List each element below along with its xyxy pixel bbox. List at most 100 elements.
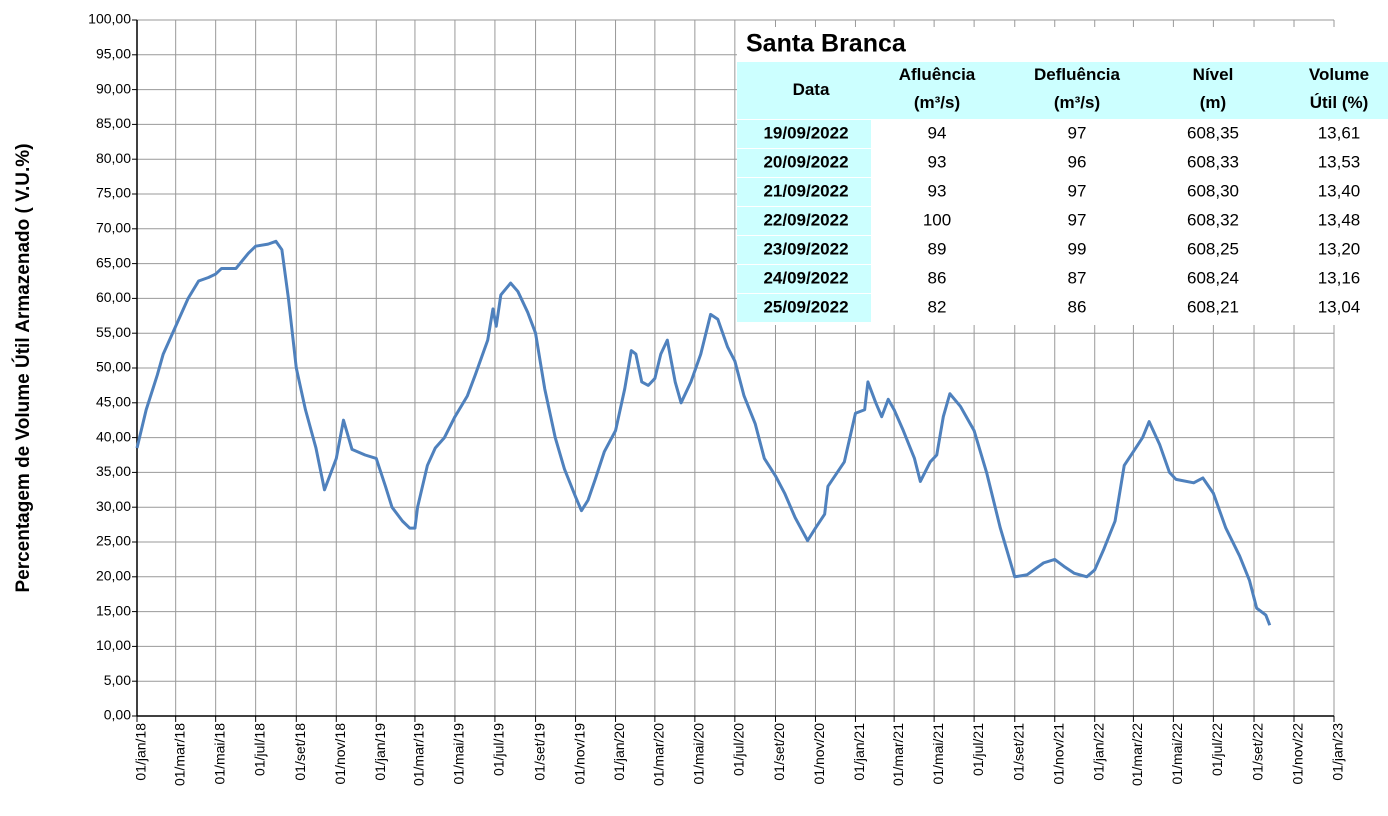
table-cell: 608,30 xyxy=(1187,181,1239,200)
x-tick-label: 01/mai/22 xyxy=(1169,723,1185,785)
x-tick-label: 01/set/20 xyxy=(771,723,787,781)
table-cell: 13,48 xyxy=(1318,210,1361,229)
x-tick-label: 01/set/19 xyxy=(531,723,547,781)
table-cell: 82 xyxy=(928,297,947,316)
table-cell: 13,53 xyxy=(1318,152,1361,171)
y-tick-label: 65,00 xyxy=(96,254,131,270)
table-cell: 94 xyxy=(928,123,947,142)
table-cell: 99 xyxy=(1068,239,1087,258)
y-tick-label: 95,00 xyxy=(96,46,131,62)
y-tick-label: 60,00 xyxy=(96,289,131,305)
x-tick-label: 01/mai/21 xyxy=(930,723,946,785)
x-tick-label: 01/jul/20 xyxy=(731,723,747,776)
table-cell: 97 xyxy=(1068,123,1087,142)
table-cell: 93 xyxy=(928,152,947,171)
x-tick-label: 01/jul/22 xyxy=(1209,723,1225,776)
y-tick-label: 25,00 xyxy=(96,533,131,549)
y-tick-label: 90,00 xyxy=(96,80,131,96)
y-tick-label: 80,00 xyxy=(96,150,131,166)
x-tick-label: 01/jul/21 xyxy=(970,723,986,776)
data-table: Santa Branca Data Afluência (m³/s) Defluênci… xyxy=(737,27,1388,325)
x-tick-label: 01/nov/20 xyxy=(811,723,827,785)
table-header: Nível (m) xyxy=(1193,65,1234,112)
x-tick-label: 01/jan/20 xyxy=(611,723,627,781)
x-tick-label: 01/nov/18 xyxy=(332,723,348,785)
table-date-bg xyxy=(737,149,871,177)
table-cell: 13,20 xyxy=(1318,239,1361,258)
x-tick-label: 01/mar/19 xyxy=(411,723,427,786)
table-cell: 13,61 xyxy=(1318,123,1361,142)
x-tick-label: 01/set/18 xyxy=(292,723,308,781)
y-tick-label: 45,00 xyxy=(96,394,131,410)
table-header: Volume Útil (%) xyxy=(1309,65,1369,112)
y-tick-label: 5,00 xyxy=(104,672,131,688)
table-header: Defluência (m³/s) xyxy=(1034,65,1121,112)
table-cell: 100 xyxy=(923,210,951,229)
table-cell: 25/09/2022 xyxy=(763,297,848,316)
table-header: Data xyxy=(793,80,830,99)
table-cell: 608,35 xyxy=(1187,123,1239,142)
x-tick-label: 01/set/21 xyxy=(1010,723,1026,781)
x-tick-label: 01/jan/19 xyxy=(372,723,388,781)
x-tick-label: 01/mar/20 xyxy=(651,723,667,786)
table-cell: 608,25 xyxy=(1187,239,1239,258)
x-tick-label: 01/mai/20 xyxy=(691,723,707,785)
table-cell: 24/09/2022 xyxy=(763,268,848,287)
x-tick-label: 01/nov/22 xyxy=(1290,723,1306,785)
y-tick-label: 20,00 xyxy=(96,568,131,584)
table-cell: 96 xyxy=(1068,152,1087,171)
table-date-bg xyxy=(737,294,871,322)
table-header: Afluência (m³/s) xyxy=(899,65,976,112)
table-title: Santa Branca xyxy=(746,30,907,58)
table-cell: 89 xyxy=(928,239,947,258)
x-tick-label: 01/nov/19 xyxy=(571,723,587,785)
table-date-bg xyxy=(737,265,871,293)
x-tick-label: 01/mai/18 xyxy=(211,723,227,785)
x-tick-label: 01/jan/23 xyxy=(1330,723,1346,781)
table-cell: 97 xyxy=(1068,210,1087,229)
x-tick-label: 01/mar/21 xyxy=(890,723,906,786)
table-date-bg xyxy=(737,236,871,264)
x-tick-label: 01/mar/18 xyxy=(171,723,187,786)
y-tick-label: 10,00 xyxy=(96,637,131,653)
table-cell: 19/09/2022 xyxy=(763,123,848,142)
table-cell: 608,24 xyxy=(1187,268,1239,287)
table-header-bg xyxy=(737,62,1388,119)
table-cell: 93 xyxy=(928,181,947,200)
x-tick-label: 01/jul/19 xyxy=(491,723,507,776)
y-tick-label: 75,00 xyxy=(96,185,131,201)
table-cell: 86 xyxy=(928,268,947,287)
y-tick-label: 50,00 xyxy=(96,359,131,375)
y-tick-label: 55,00 xyxy=(96,324,131,340)
table-cell: 23/09/2022 xyxy=(763,239,848,258)
table-date-bg xyxy=(737,207,871,235)
data-line xyxy=(135,239,1272,626)
y-tick-label: 40,00 xyxy=(96,428,131,444)
table-cell: 20/09/2022 xyxy=(763,152,848,171)
y-tick-label: 30,00 xyxy=(96,498,131,514)
table-cell: 22/09/2022 xyxy=(763,210,848,229)
x-tick-label: 01/jan/21 xyxy=(851,723,867,781)
x-tick-label: 01/set/22 xyxy=(1250,723,1266,781)
y-tick-label: 35,00 xyxy=(96,463,131,479)
table-cell: 87 xyxy=(1068,268,1087,287)
table-cell: 97 xyxy=(1068,181,1087,200)
x-tick-label: 01/mai/19 xyxy=(451,723,467,785)
table-cell: 13,40 xyxy=(1318,181,1361,200)
y-tick-label: 15,00 xyxy=(96,602,131,618)
table-cell: 13,16 xyxy=(1318,268,1361,287)
x-tick-label: 01/nov/21 xyxy=(1050,723,1066,785)
x-tick-label: 01/jan/22 xyxy=(1090,723,1106,781)
y-tick-label: 70,00 xyxy=(96,220,131,236)
y-axis-label: Percentagem de Volume Útil Armazenado ( … xyxy=(12,143,34,592)
table-cell: 608,32 xyxy=(1187,210,1239,229)
y-tick-label: 0,00 xyxy=(104,707,131,723)
table-cell: 21/09/2022 xyxy=(763,181,848,200)
table-date-bg xyxy=(737,120,871,148)
table-cell: 13,04 xyxy=(1318,297,1361,316)
y-tick-label: 100,00 xyxy=(88,11,131,27)
x-tick-label: 01/jan/18 xyxy=(133,723,149,781)
table-date-bg xyxy=(737,178,871,206)
table-cell: 608,33 xyxy=(1187,152,1239,171)
